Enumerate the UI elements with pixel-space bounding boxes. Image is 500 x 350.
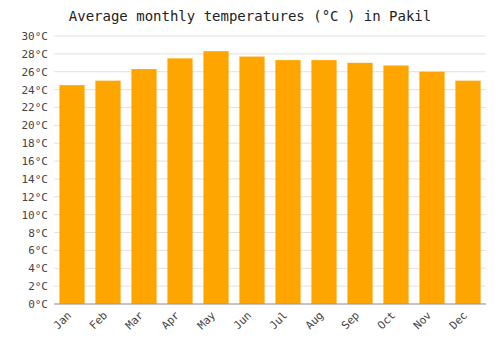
grid-line: [54, 36, 486, 37]
y-tick-label: 20°C: [22, 119, 49, 132]
y-tick-label: 22°C: [22, 101, 49, 114]
x-axis-line: [54, 304, 486, 305]
y-tick-label: 8°C: [28, 227, 48, 240]
x-tick-label: Apr: [159, 309, 183, 333]
y-tick-label: 14°C: [22, 173, 49, 186]
y-tick-labels: 0°C 2°C 4°C 6°C 8°C 10°C 12°C 14°C 16°C 18°C 20°C 2…: [22, 30, 49, 311]
x-tick-label: Oct: [375, 309, 398, 332]
bar: [203, 51, 228, 304]
bar: [95, 81, 120, 304]
y-tick-label: 26°C: [22, 66, 49, 79]
chart-svg: Average monthly temperatures (°C ) in Pa…: [0, 0, 500, 350]
x-tick-label: Nov: [411, 309, 435, 333]
x-tick-labels: Jan Feb Mar Apr May Jun Jul Aug Sep Oct Nov Dec: [51, 309, 470, 333]
x-tick-label: Jun: [231, 309, 254, 332]
x-tick-label: Feb: [87, 309, 110, 332]
y-tick-label: 0°C: [28, 298, 48, 311]
bars: [59, 51, 480, 304]
bar: [419, 72, 444, 304]
bar: [311, 60, 336, 304]
bar: [383, 65, 408, 304]
x-tick-label: May: [195, 309, 219, 333]
x-tick-label: Sep: [339, 309, 362, 332]
x-tick-label: Dec: [447, 309, 470, 332]
grid-line: [54, 53, 486, 54]
bar: [59, 85, 84, 304]
y-grid: [54, 36, 486, 304]
y-tick-label: 16°C: [22, 155, 49, 168]
x-tick-label: Aug: [303, 309, 326, 332]
x-tick-label: Jan: [51, 309, 74, 332]
bar: [239, 57, 264, 304]
grid-line: [54, 304, 486, 305]
bar: [167, 58, 192, 304]
y-tick-label: 24°C: [22, 84, 49, 97]
y-tick-label: 4°C: [28, 262, 48, 275]
y-tick-label: 18°C: [22, 137, 49, 150]
x-tick-label: Jul: [267, 309, 290, 332]
chart-title: Average monthly temperatures (°C ) in Pa…: [69, 8, 431, 24]
bar: [455, 81, 480, 304]
bar: [275, 60, 300, 304]
y-tick-label: 6°C: [28, 244, 48, 257]
bar: [347, 63, 372, 304]
y-tick-label: 10°C: [22, 209, 49, 222]
y-tick-label: 30°C: [22, 30, 49, 43]
x-tick-label: Mar: [123, 309, 147, 333]
chart-container: Average monthly temperatures (°C ) in Pa…: [0, 0, 500, 350]
y-tick-label: 2°C: [28, 280, 48, 293]
y-tick-label: 28°C: [22, 48, 49, 61]
y-tick-label: 12°C: [22, 191, 49, 204]
bar: [131, 69, 156, 304]
